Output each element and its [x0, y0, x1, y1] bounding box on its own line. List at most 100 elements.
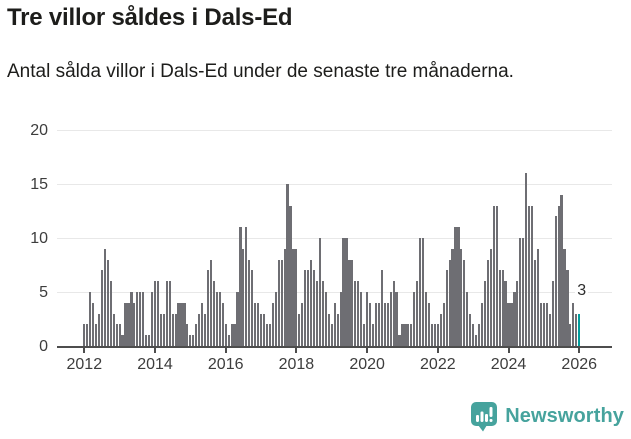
gridline-y-5: [57, 292, 612, 293]
highlighted-bar: [578, 313, 581, 346]
y-tick-label-20: 20: [30, 122, 48, 139]
bar: [563, 248, 566, 346]
bar: [289, 205, 292, 346]
bar: [383, 302, 386, 346]
bar: [448, 259, 451, 346]
bar: [318, 238, 322, 346]
bar: [121, 335, 124, 346]
bar: [486, 259, 489, 346]
bar: [489, 248, 492, 346]
bar: [528, 205, 531, 346]
bar: [97, 313, 101, 346]
bar: [398, 335, 401, 346]
bar: [460, 248, 463, 346]
bar: [192, 335, 195, 346]
gridline-y-20: [57, 130, 612, 131]
bar: [560, 194, 563, 346]
bar: [153, 281, 157, 346]
bar: [463, 259, 466, 346]
bar: [212, 281, 215, 346]
bar: [109, 281, 112, 346]
x-tick-label-2016: 2016: [207, 356, 244, 373]
bar: [566, 270, 569, 346]
bar: [215, 292, 218, 346]
bar: [419, 238, 422, 346]
bar: [510, 302, 513, 346]
bar: [395, 292, 398, 346]
bar: [557, 205, 560, 346]
bar: [139, 292, 142, 346]
bar: [142, 292, 145, 346]
bar: [174, 313, 177, 346]
bar: [206, 270, 210, 346]
y-tick-label-10: 10: [30, 230, 48, 247]
bar: [442, 302, 445, 346]
bar: [165, 281, 168, 346]
bar: [130, 292, 133, 346]
bar: [348, 259, 351, 346]
bar: [315, 281, 319, 346]
bar: [268, 324, 271, 346]
bar: [513, 292, 516, 346]
x-tick-2020: [366, 348, 369, 353]
x-tick-2018: [295, 348, 298, 353]
bar: [572, 302, 575, 346]
bar: [271, 302, 274, 346]
bar: [171, 313, 174, 346]
bar: [100, 270, 104, 346]
bar: [439, 313, 442, 346]
bar: [575, 313, 578, 346]
bar: [239, 227, 242, 346]
bar: [248, 259, 251, 346]
bar: [186, 324, 189, 346]
bar: [230, 324, 233, 346]
bar: [351, 259, 354, 346]
bar: [407, 324, 410, 346]
bar: [548, 313, 551, 346]
bar: [227, 335, 230, 346]
bar: [301, 302, 304, 346]
bar: [475, 335, 478, 346]
bar: [469, 313, 472, 346]
bar: [106, 259, 109, 346]
bar: [330, 324, 333, 346]
bar: [374, 302, 378, 346]
latest-value-label: 3: [575, 281, 589, 299]
brand-name: Newsworthy: [505, 405, 624, 427]
bar: [366, 292, 369, 346]
bar: [371, 324, 375, 346]
bar: [421, 238, 425, 346]
bar: [283, 248, 286, 346]
bar: [404, 324, 407, 346]
bar: [457, 227, 460, 346]
bar: [115, 324, 118, 346]
x-tick-label-2012: 2012: [66, 356, 103, 373]
x-tick-label-2018: 2018: [278, 356, 315, 373]
bar: [533, 259, 537, 346]
bar: [336, 313, 339, 346]
bar: [377, 302, 380, 346]
bar: [89, 292, 92, 346]
bar: [292, 248, 295, 346]
bar: [542, 302, 545, 346]
bar: [183, 302, 186, 346]
bar: [112, 313, 115, 346]
bar: [304, 270, 307, 346]
bar: [436, 324, 439, 346]
x-tick-2016: [224, 348, 227, 353]
bar: [454, 227, 457, 346]
bar: [150, 292, 154, 346]
bar: [327, 313, 330, 346]
bar: [94, 324, 98, 346]
bar: [410, 324, 413, 346]
brand-footer: Newsworthy: [470, 401, 624, 432]
bar: [274, 292, 277, 346]
bar: [312, 270, 316, 346]
bar: [424, 292, 428, 346]
bar: [233, 324, 236, 346]
bar: [466, 292, 469, 346]
bar: [545, 302, 548, 346]
bar: [280, 259, 283, 346]
bar: [262, 313, 266, 346]
